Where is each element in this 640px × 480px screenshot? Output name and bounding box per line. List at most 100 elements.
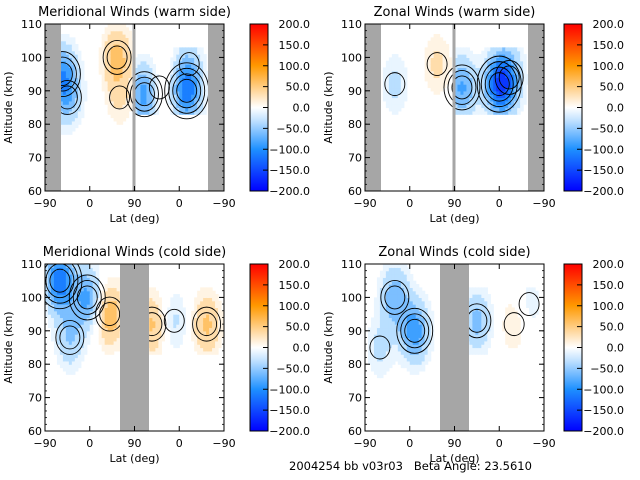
contour-cell xyxy=(170,57,174,62)
contour-cell xyxy=(517,104,521,109)
contour-cell xyxy=(116,37,121,42)
contour-cell xyxy=(110,70,115,75)
contour-cell xyxy=(215,300,219,305)
contour-cell xyxy=(104,90,109,95)
contour-cell xyxy=(101,44,106,48)
contour-cell xyxy=(478,64,482,69)
contour-cell xyxy=(421,294,426,298)
contour-cell xyxy=(53,324,58,329)
contour-cell xyxy=(80,70,85,75)
contour-cell xyxy=(71,67,76,72)
contour-cell xyxy=(484,307,488,312)
contour-cell xyxy=(173,77,177,82)
contour-cell xyxy=(517,67,521,72)
contour-cell xyxy=(74,280,79,285)
contour-cell xyxy=(206,297,210,302)
contour-cell xyxy=(113,304,118,309)
contour-cell xyxy=(170,334,174,339)
contour-cell xyxy=(487,307,491,312)
contour-cell xyxy=(110,337,115,342)
contour-cell xyxy=(424,317,429,322)
contour-line xyxy=(176,78,198,103)
contour-cell xyxy=(475,297,479,302)
contour-cell xyxy=(104,94,109,99)
contour-cell xyxy=(391,320,396,325)
contour-cell xyxy=(122,30,127,35)
contour-cell xyxy=(421,357,426,362)
contour-cell xyxy=(80,334,85,339)
contour-cell xyxy=(68,284,73,288)
contour-cell xyxy=(59,34,64,38)
contour-cell xyxy=(68,320,73,325)
contour-cell xyxy=(442,77,447,82)
contour-cell xyxy=(454,77,459,82)
contour-cell xyxy=(382,310,387,315)
contour-cell xyxy=(478,57,482,62)
contour-cell xyxy=(523,97,527,102)
contour-cell xyxy=(134,57,139,62)
contour-cell xyxy=(200,344,204,349)
contour-cell xyxy=(206,304,210,309)
contour-cell xyxy=(388,277,393,282)
contour-cell xyxy=(376,364,381,369)
contour-cell xyxy=(478,94,482,99)
contour-cell xyxy=(62,367,67,372)
contour-cell xyxy=(469,340,473,345)
contour-cell xyxy=(149,330,153,335)
contour-cell xyxy=(89,280,94,285)
contour-cell xyxy=(496,80,500,85)
contour-cell xyxy=(128,104,133,109)
contour-cell xyxy=(445,77,450,82)
contour-cell xyxy=(457,80,462,85)
contour-cell xyxy=(56,360,61,365)
x-axis-label: Lat (deg) xyxy=(110,452,160,465)
contour-cell xyxy=(176,310,180,315)
contour-cell xyxy=(182,100,186,105)
contour-cell xyxy=(113,290,118,295)
y-axis-label: Altitude (km) xyxy=(322,71,335,143)
contour-cell xyxy=(490,64,494,69)
y-tick-label: 90 xyxy=(28,325,42,338)
contour-cell xyxy=(373,307,378,312)
contour-cell xyxy=(77,74,82,79)
contour-cell xyxy=(152,330,156,335)
contour-cell xyxy=(388,270,393,275)
contour-cell xyxy=(394,320,399,325)
contour-cell xyxy=(496,84,500,89)
contour-cell xyxy=(83,314,88,319)
contour-line xyxy=(72,279,102,315)
contour-cell xyxy=(391,304,396,309)
contour-cell xyxy=(403,80,408,85)
contour-cell xyxy=(167,80,171,85)
contour-cell xyxy=(385,364,390,369)
contour-cell xyxy=(194,104,198,109)
contour-cell xyxy=(373,324,378,329)
contour-cell xyxy=(65,104,70,109)
colorbar-tick-label: −150.0 xyxy=(583,404,624,417)
contour-cell xyxy=(388,330,393,335)
contour-cell xyxy=(113,114,118,119)
contour-cell xyxy=(152,350,156,355)
contour-cell xyxy=(400,307,405,312)
contour-cell xyxy=(74,80,79,85)
contour-cell xyxy=(520,54,524,58)
contour-cell xyxy=(101,337,106,342)
contour-cell xyxy=(71,304,76,309)
colorbar-tick-label: −150.0 xyxy=(269,164,310,177)
contour-cell xyxy=(215,337,219,342)
contour-cell xyxy=(80,314,85,319)
contour-cell xyxy=(56,290,61,295)
contour-cell xyxy=(74,67,79,72)
contour-cell xyxy=(517,97,521,102)
contour-cell xyxy=(59,77,64,82)
contour-cell xyxy=(182,57,186,62)
contour-cell xyxy=(122,117,127,122)
contour-cell xyxy=(149,290,153,295)
contour-cell xyxy=(209,307,213,312)
contour-cell xyxy=(463,84,468,89)
contour-cell xyxy=(439,54,444,58)
contour-cell xyxy=(45,280,49,285)
contour-cell xyxy=(167,314,171,319)
contour-cell xyxy=(415,314,420,319)
contour-cell xyxy=(62,334,67,339)
